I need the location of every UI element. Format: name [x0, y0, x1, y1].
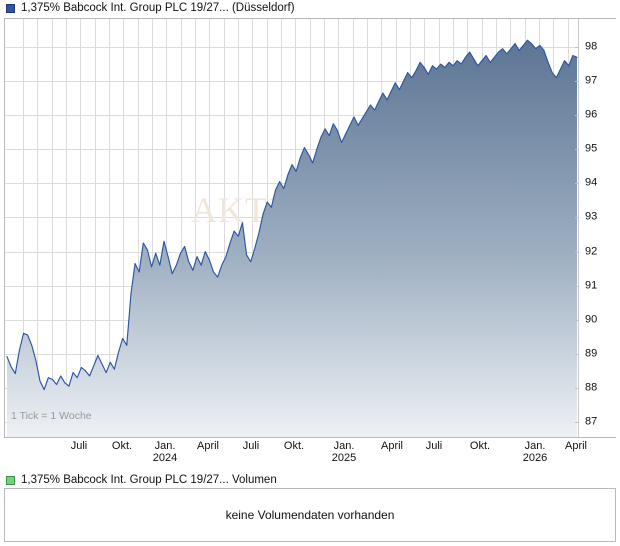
grid-line-horizontal — [5, 149, 578, 151]
x-axis-tick-month: Jan. — [333, 440, 355, 452]
price-line — [6, 39, 578, 391]
x-axis-tick-month: Okt. — [111, 440, 133, 452]
grid-line-vertical — [181, 19, 182, 437]
y-axis-tick-mark — [575, 183, 579, 185]
y-axis-tick-mark — [575, 319, 579, 321]
grid-line-horizontal — [5, 115, 578, 117]
y-axis-tick-mark — [575, 387, 579, 389]
y-axis-tick-label: 94 — [585, 176, 598, 189]
grid-line-horizontal — [5, 47, 578, 48]
volume-series-swatch-icon — [6, 476, 15, 485]
x-axis: Juli Okt. Jan. 2024 April Juli Okt. Jan. 2025 Apr… — [4, 440, 616, 470]
grid-line-vertical — [166, 19, 167, 437]
y-axis-tick-label: 98 — [585, 40, 598, 53]
price-area-fill — [7, 40, 577, 437]
y-axis-tick-label: 97 — [585, 74, 598, 87]
x-axis-tick-month: Jan. — [154, 440, 176, 452]
grid-line-vertical — [37, 19, 38, 437]
volume-chart-panel: keine Volumendaten vorhanden — [4, 488, 616, 542]
grid-line-horizontal — [5, 81, 578, 83]
price-plot-area[interactable]: AKTIE 1 Tick = 1 Woche — [5, 19, 578, 437]
legend-volume[interactable]: 1,375% Babcock Int. Group PLC 19/27... V… — [6, 474, 277, 487]
x-axis-tick-label: Juli — [426, 440, 443, 452]
y-axis-tick-label: 95 — [585, 142, 598, 155]
grid-line-vertical — [252, 19, 253, 437]
grid-line-vertical — [66, 19, 67, 437]
price-series-swatch-icon — [6, 4, 15, 13]
y-axis-tick-label: 89 — [585, 347, 598, 360]
x-axis-tick-month: April — [380, 440, 404, 452]
y-axis: 98 97 96 95 94 93 92 91 90 89 88 87 — [575, 19, 617, 437]
y-axis-tick-label: 92 — [585, 245, 598, 258]
x-axis-tick-month: April — [564, 440, 588, 452]
y-axis-tick-mark — [575, 285, 579, 287]
y-axis-tick-mark — [575, 81, 579, 83]
x-axis-tick-label: Jan. 2025 — [332, 440, 356, 464]
x-axis-tick-month: Jan. — [524, 440, 546, 452]
price-chart-panel[interactable]: AKTIE 1 Tick = 1 Woche 98 97 96 95 94 93 92 91 9… — [4, 18, 617, 438]
x-axis-tick-label: April — [381, 440, 403, 452]
x-axis-tick-label: April — [197, 440, 219, 452]
x-axis-tick-month: Okt. — [283, 440, 305, 452]
x-axis-tick-year: 2026 — [522, 452, 548, 464]
grid-line-vertical — [95, 19, 96, 437]
grid-line-vertical — [109, 19, 110, 437]
y-axis-tick-mark — [575, 115, 579, 117]
x-axis-tick-month: April — [196, 440, 220, 452]
y-axis-tick-label: 90 — [585, 313, 598, 326]
x-axis-tick-month: Juli — [242, 440, 260, 452]
y-axis-tick-mark — [575, 217, 579, 219]
x-axis-tick-label: Jan. 2026 — [523, 440, 547, 464]
y-axis-tick-mark — [575, 149, 579, 151]
x-axis-tick-label: Jan. 2024 — [153, 440, 177, 464]
y-axis-tick-label: 91 — [585, 279, 598, 292]
grid-line-vertical — [52, 19, 53, 437]
y-axis-tick-mark — [575, 353, 579, 355]
x-axis-tick-year: 2025 — [331, 452, 357, 464]
legend-price[interactable]: 1,375% Babcock Int. Group PLC 19/27... (… — [6, 2, 295, 15]
grid-line-vertical — [195, 19, 196, 437]
y-axis-tick-mark — [575, 422, 579, 423]
grid-line-vertical — [209, 19, 210, 437]
price-series — [6, 39, 578, 437]
y-axis-tick-mark — [575, 251, 579, 253]
x-axis-tick-label: Okt. — [284, 440, 304, 452]
volume-empty-message: keine Volumendaten vorhanden — [225, 508, 395, 522]
grid-line-vertical — [123, 19, 124, 437]
y-axis-tick-label: 87 — [585, 415, 598, 428]
y-axis-tick-label: 96 — [585, 108, 598, 121]
grid-line-vertical — [152, 19, 153, 437]
x-axis-tick-month: Okt. — [469, 440, 491, 452]
y-axis-tick-mark — [575, 47, 579, 48]
y-axis-tick-label: 88 — [585, 381, 598, 394]
x-axis-tick-month: Juli — [425, 440, 443, 452]
x-axis-tick-label: Juli — [243, 440, 260, 452]
x-axis-tick-month: Juli — [70, 440, 88, 452]
x-axis-tick-label: Juli — [71, 440, 88, 452]
x-axis-tick-year: 2024 — [152, 452, 178, 464]
tick-interval-note: 1 Tick = 1 Woche — [11, 410, 92, 422]
y-axis-tick-label: 93 — [585, 210, 598, 223]
grid-line-vertical — [23, 19, 24, 437]
grid-line-vertical — [224, 19, 225, 437]
legend-price-label: 1,375% Babcock Int. Group PLC 19/27... (… — [21, 2, 295, 14]
grid-line-vertical — [238, 19, 239, 437]
x-axis-tick-label: Okt. — [470, 440, 490, 452]
x-axis-tick-label: April — [565, 440, 587, 452]
x-axis-tick-label: Okt. — [112, 440, 132, 452]
grid-line-vertical — [80, 19, 81, 437]
grid-line-vertical — [138, 19, 139, 437]
legend-volume-label: 1,375% Babcock Int. Group PLC 19/27... V… — [21, 474, 277, 486]
